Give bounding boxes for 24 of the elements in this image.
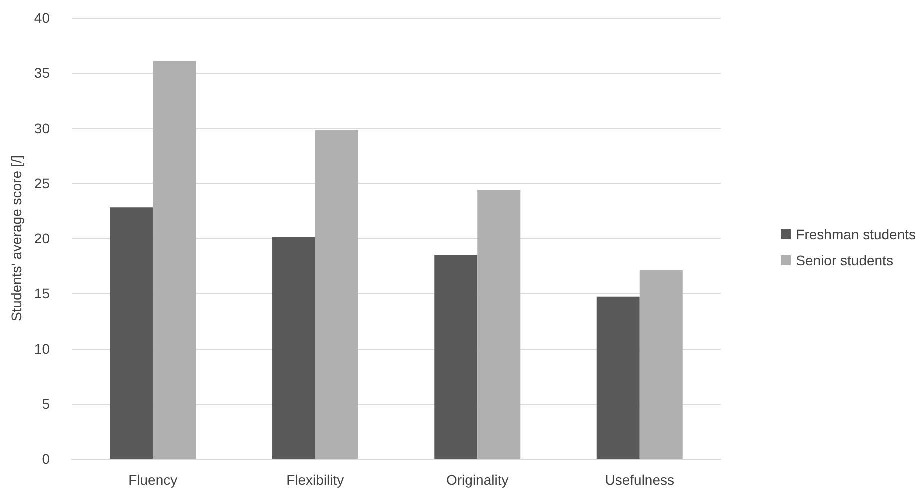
y-tick-label: 30 xyxy=(34,120,50,136)
y-axis-title: Students' average score [/] xyxy=(8,155,25,322)
bar xyxy=(478,190,521,459)
y-tick-label: 20 xyxy=(34,230,50,246)
legend-label: Freshman students xyxy=(796,226,916,242)
bar xyxy=(434,255,478,459)
y-tick-label: 15 xyxy=(34,286,50,302)
y-tick-label: 40 xyxy=(34,10,50,26)
y-tick-label: 35 xyxy=(34,65,50,82)
bar xyxy=(640,270,683,459)
x-tick-label: Usefulness xyxy=(605,472,675,488)
bar xyxy=(153,61,196,459)
y-tick-label: 25 xyxy=(34,175,50,192)
bar xyxy=(110,208,154,459)
bar xyxy=(596,296,640,459)
y-tick-label: 10 xyxy=(34,340,50,357)
bar xyxy=(272,237,316,459)
x-tick-label: Flexibility xyxy=(286,472,344,488)
x-tick-label: Fluency xyxy=(128,472,178,488)
legend-label: Senior students xyxy=(796,252,894,268)
y-tick-label: 0 xyxy=(42,451,50,467)
x-tick-label: Originality xyxy=(446,472,509,488)
y-tick-label: 5 xyxy=(42,396,50,412)
bar xyxy=(315,130,358,459)
